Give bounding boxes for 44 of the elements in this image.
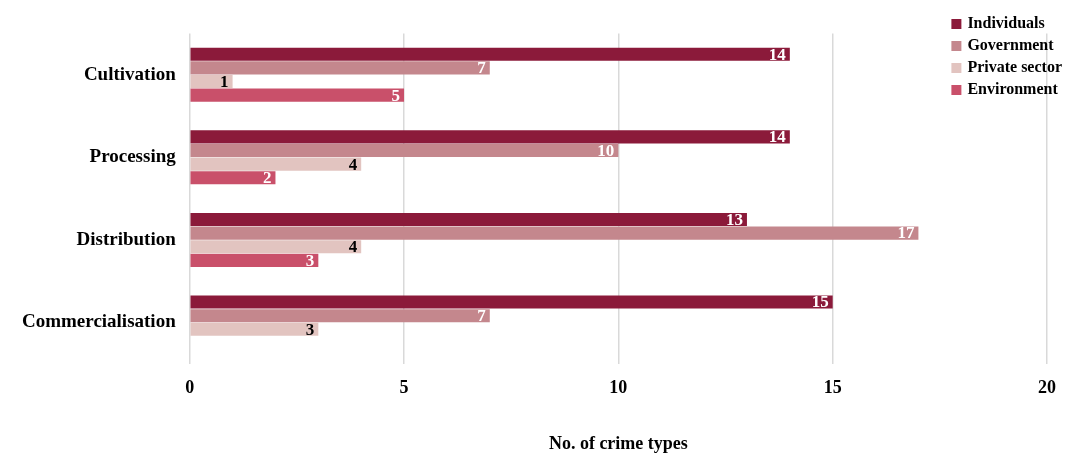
data-label: 1 xyxy=(220,71,229,91)
legend-label: Private sector xyxy=(967,58,1062,76)
bar xyxy=(190,212,747,226)
bar xyxy=(190,143,619,158)
data-label: 15 xyxy=(811,292,829,312)
data-label: 3 xyxy=(305,319,315,339)
data-label: 4 xyxy=(348,154,358,174)
data-label: 4 xyxy=(348,237,358,257)
bar xyxy=(190,88,405,102)
bar xyxy=(190,61,490,75)
bar xyxy=(190,322,319,336)
data-label: 14 xyxy=(768,127,787,147)
data-label: 7 xyxy=(477,306,487,326)
legend-label: Government xyxy=(967,36,1055,54)
x-axis-title: No. of crime types xyxy=(548,432,688,453)
data-label: 3 xyxy=(305,250,315,270)
y-tick-label: Processing xyxy=(89,145,177,167)
legend-label: Individuals xyxy=(967,14,1045,32)
bar xyxy=(190,130,790,144)
bar xyxy=(190,309,490,323)
data-label: 5 xyxy=(391,85,401,105)
data-label: 13 xyxy=(725,209,743,229)
bar xyxy=(190,157,362,171)
data-label: 2 xyxy=(262,168,272,188)
x-tick-label: 20 xyxy=(1038,377,1056,398)
x-tick-label: 0 xyxy=(185,377,195,398)
legend-label: Environment xyxy=(967,80,1059,98)
data-label: 10 xyxy=(597,140,615,160)
bar xyxy=(190,295,833,309)
bar xyxy=(190,74,233,89)
data-label: 17 xyxy=(897,223,915,243)
x-tick-label: 15 xyxy=(823,377,842,398)
bar xyxy=(190,226,919,240)
x-tick-label: 10 xyxy=(609,377,628,398)
bar xyxy=(190,253,319,267)
y-tick-label: Cultivation xyxy=(83,62,177,84)
y-tick-label: Distribution xyxy=(76,227,177,249)
data-label: 7 xyxy=(477,58,487,78)
x-tick-label: 5 xyxy=(399,377,409,398)
y-tick-label: Commercialisation xyxy=(21,310,177,332)
bar xyxy=(190,240,362,254)
data-label: 14 xyxy=(768,44,787,64)
bar xyxy=(190,171,276,185)
bar xyxy=(190,47,790,61)
